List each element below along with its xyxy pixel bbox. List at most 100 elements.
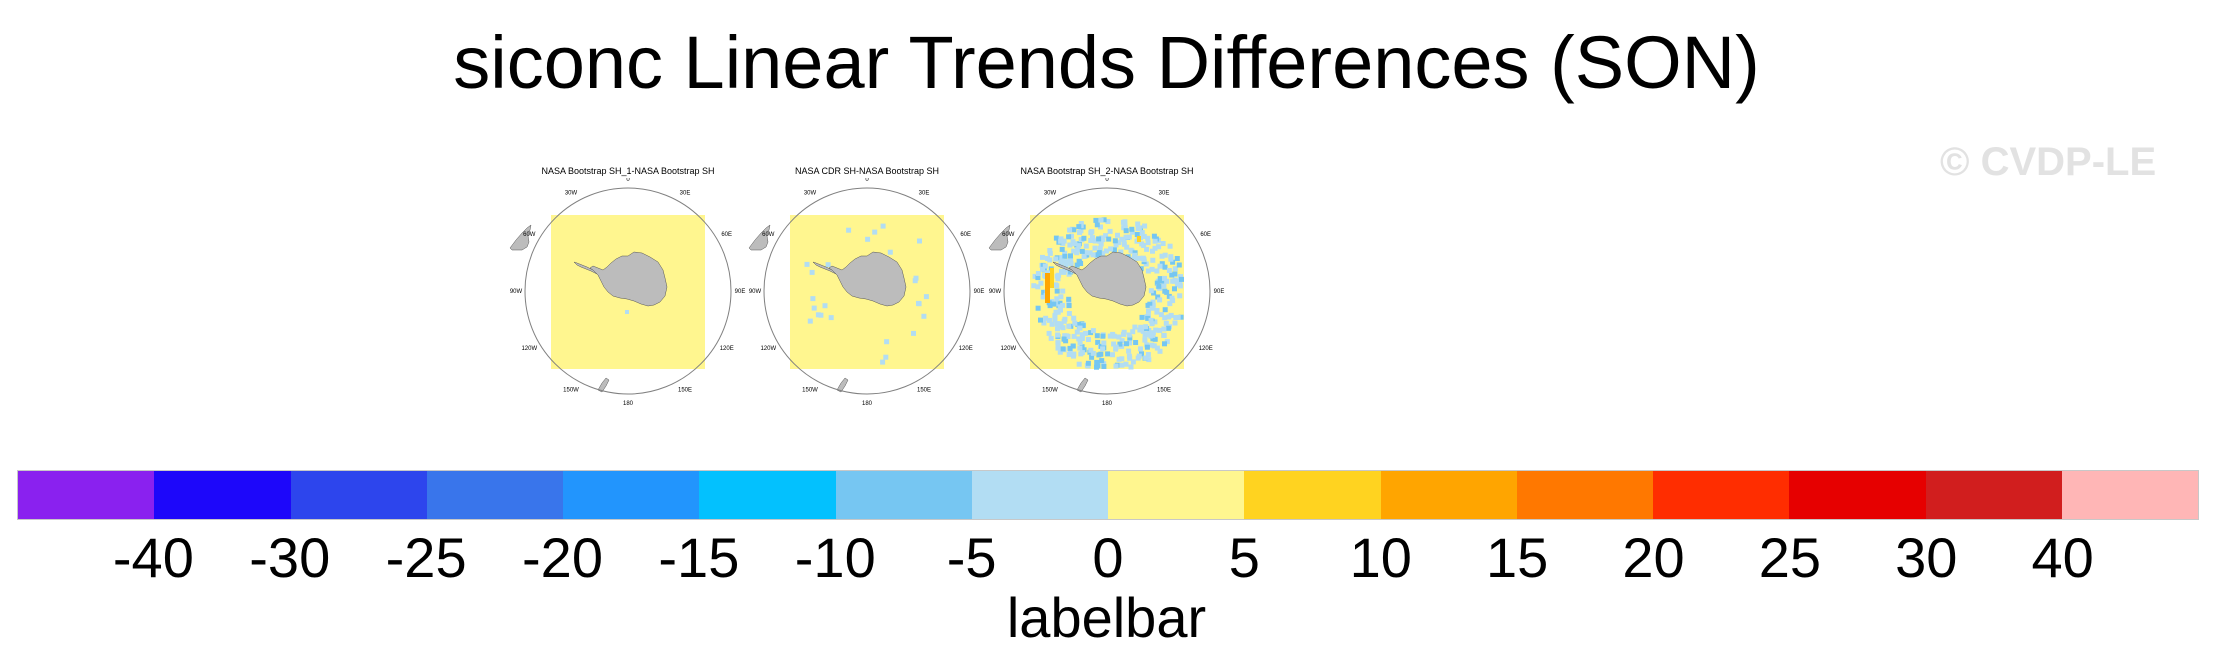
trend-cell: [1115, 232, 1120, 238]
trend-cell: [1154, 268, 1160, 274]
trend-cell: [1090, 350, 1096, 356]
trend-cell: [1139, 241, 1145, 247]
trend-cell: [1150, 257, 1156, 263]
trend-cell: [1059, 255, 1065, 261]
trend-cell: [1129, 248, 1135, 254]
trend-cell: [1066, 352, 1072, 357]
trend-cell: [1152, 245, 1158, 251]
trend-cell: [1137, 327, 1143, 333]
trend-cell: [1089, 354, 1095, 360]
longitude-label: 60E: [1200, 232, 1211, 238]
trend-cell: [1044, 270, 1050, 276]
trend-cell: [809, 269, 815, 275]
trend-cell: [1138, 324, 1144, 330]
trend-cell: [1031, 283, 1037, 289]
map-panel-2: NASA CDR SH-NASA Bootstrap SH 0 30E 60E 90E…: [747, 160, 987, 412]
trend-cell: [625, 310, 629, 314]
trend-cell: [1045, 273, 1050, 303]
trend-cell: [1069, 233, 1074, 239]
trend-cell: [1059, 258, 1065, 264]
trend-cell: [1170, 298, 1176, 304]
trend-cell: [1074, 329, 1080, 335]
longitude-label: 90E: [735, 289, 746, 295]
trend-cell: [1119, 338, 1125, 344]
colorbar-tick-label: 5: [1228, 526, 1260, 589]
longitude-label: 150W: [563, 388, 579, 394]
trend-cell: [1157, 297, 1163, 303]
trend-cell: [1162, 264, 1168, 270]
longitude-label: 60E: [721, 232, 732, 238]
trend-cell: [1157, 263, 1163, 269]
trend-cell: [1149, 342, 1155, 348]
longitude-label: 150W: [802, 388, 818, 394]
trend-cell: [1155, 294, 1161, 300]
trend-cell: [1161, 333, 1167, 338]
trend-cell: [1168, 256, 1174, 262]
trend-cell: [1162, 275, 1167, 281]
colorbar-tick-label: 30: [1895, 526, 1958, 589]
new-zealand-landmass: [836, 377, 849, 393]
longitude-label: 90W: [989, 289, 1002, 295]
trend-cell: [1177, 293, 1183, 299]
trend-cell: [1100, 237, 1106, 243]
trend-cell: [1079, 332, 1085, 338]
trend-cell: [1086, 337, 1091, 342]
trend-cell: [1076, 336, 1082, 342]
trend-cell: [1074, 250, 1080, 256]
colorbar-tick-label: 10: [1349, 526, 1412, 589]
colorbar-tick-label: -20: [522, 526, 603, 589]
trend-cell: [1101, 217, 1107, 223]
trend-cell: [1062, 253, 1068, 259]
trend-cell: [1145, 352, 1151, 357]
colorbar-box: [1653, 471, 1790, 519]
trend-cell: [1165, 325, 1171, 331]
trend-cell: [1088, 238, 1094, 243]
trend-cell: [1169, 272, 1175, 278]
longitude-label: 30W: [804, 190, 817, 196]
trend-cell: [1140, 328, 1146, 334]
longitude-label: 150E: [1157, 388, 1171, 394]
antarctica-landmass: [1068, 251, 1147, 307]
trend-cell: [1143, 355, 1149, 361]
trend-cell: [1136, 225, 1142, 231]
trend-cell: [1072, 320, 1078, 326]
colorbar-tick-label: -5: [946, 526, 997, 589]
trend-cell: [1048, 335, 1054, 341]
longitude-label: 30E: [919, 190, 930, 196]
trend-cell: [1068, 261, 1074, 267]
longitude-label: 150E: [917, 388, 931, 394]
trend-cell: [1108, 246, 1114, 252]
trend-cell: [1164, 339, 1170, 345]
trend-cell: [1055, 276, 1061, 282]
trend-cell: [1083, 330, 1088, 336]
watermark: © CVDP-LE: [1940, 140, 2157, 184]
trend-cell: [1093, 217, 1099, 223]
trend-cell: [1049, 321, 1055, 327]
trend-cell: [1172, 278, 1177, 284]
trend-cell: [1062, 250, 1068, 256]
trend-cell: [1152, 238, 1158, 244]
trend-cell: [1123, 361, 1129, 367]
trend-cell: [815, 312, 821, 318]
trend-cell: [1087, 250, 1093, 256]
trend-cell: [911, 330, 916, 336]
trend-cell: [1116, 356, 1122, 362]
trend-cell: [1077, 259, 1082, 265]
trend-cell: [1157, 276, 1163, 282]
trend-cell: [1179, 276, 1184, 282]
trend-cell: [1142, 223, 1148, 229]
trend-cell: [822, 303, 828, 309]
trend-cells: [1031, 217, 1184, 370]
colorbar-box: [971, 471, 1108, 519]
colorbar-tick-label: -15: [658, 526, 740, 589]
longitude-label: 90W: [510, 289, 523, 295]
trend-cell: [825, 262, 831, 268]
trend-cell: [1129, 226, 1135, 232]
trend-cell: [807, 318, 813, 324]
colorbar-box: [290, 471, 427, 519]
trend-cell: [1154, 345, 1160, 351]
trend-cell: [1080, 323, 1086, 329]
trend-cell: [1129, 229, 1135, 235]
trend-cell: [1066, 323, 1072, 329]
trend-cell: [1161, 283, 1167, 289]
